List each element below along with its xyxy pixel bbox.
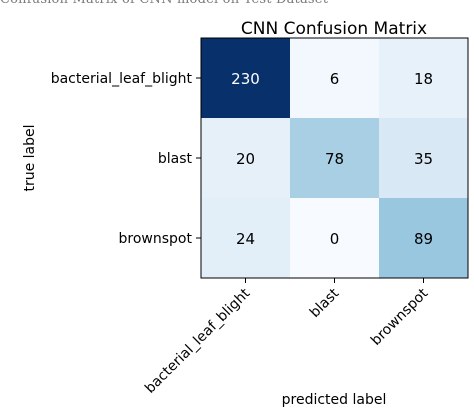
y-tick-label-1: blast xyxy=(158,151,193,167)
heatmap-cell-r1-c0 xyxy=(201,118,290,198)
heatmap-cell-r1-c1 xyxy=(290,118,379,198)
cell-value-r1-c2: 35 xyxy=(414,150,433,168)
cell-value-r0-c0: 230 xyxy=(231,70,260,88)
heatmap-cell-r1-c2 xyxy=(379,118,468,198)
cropped-caption: Confusion Matrix of CNN model on Test Da… xyxy=(0,0,474,8)
heatmap-cell-r0-c0 xyxy=(201,38,290,118)
heatmap-cell-r0-c1 xyxy=(290,38,379,118)
cell-value-r0-c2: 18 xyxy=(414,70,433,88)
cell-value-r2-c2: 89 xyxy=(414,230,433,248)
y-tick-label-2: brownspot xyxy=(119,231,193,247)
x-axis-label: predicted label xyxy=(282,392,387,408)
x-tick-label-0: bacterial_leaf_blight xyxy=(142,285,254,397)
heatmap-cell-r0-c2 xyxy=(379,38,468,118)
chart-title: CNN Confusion Matrix xyxy=(241,19,427,39)
y-tick-label-0: bacterial_leaf_blight xyxy=(51,71,193,87)
cell-value-r2-c0: 24 xyxy=(236,230,255,248)
x-tick-label-1: blast xyxy=(307,285,343,321)
plot-frame xyxy=(200,37,469,279)
x-tick-label-2: brownspot xyxy=(368,285,432,349)
heatmap-cell-r2-c1 xyxy=(290,198,379,278)
cell-value-r0-c1: 6 xyxy=(330,70,340,88)
cell-value-r2-c1: 0 xyxy=(330,230,340,248)
cell-value-r1-c0: 20 xyxy=(236,150,255,168)
heatmap-cell-r2-c2 xyxy=(379,198,468,278)
y-axis-label: true label xyxy=(22,124,38,191)
cell-value-r1-c1: 78 xyxy=(325,150,344,168)
heatmap-cell-r2-c0 xyxy=(201,198,290,278)
